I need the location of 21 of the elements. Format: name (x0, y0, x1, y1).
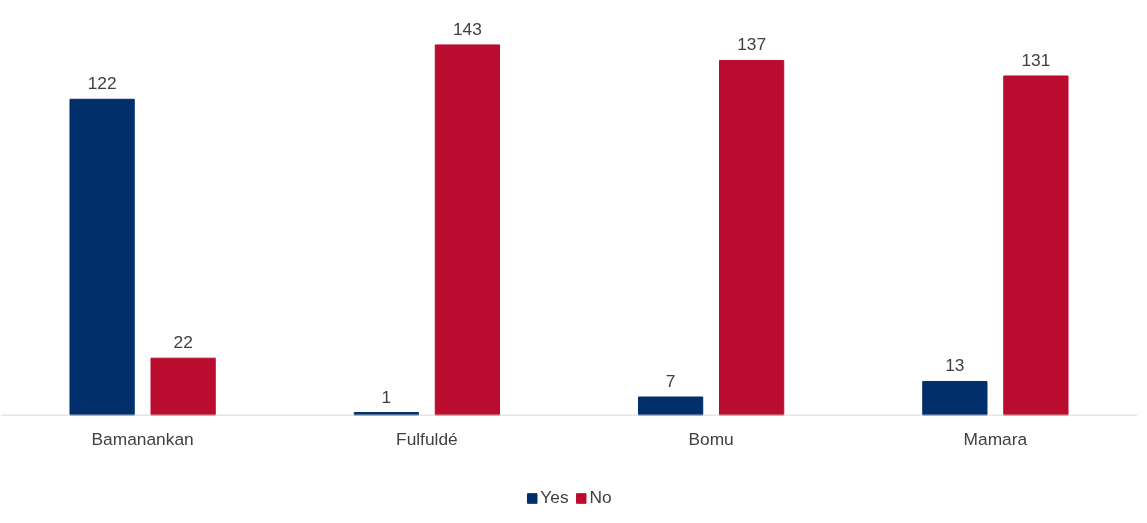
data-label: 137 (737, 34, 767, 55)
bar (150, 357, 216, 416)
data-label: 122 (87, 73, 117, 94)
x-tick-label: Fulfuldé (396, 429, 458, 450)
data-label: 22 (173, 332, 193, 353)
bar (638, 396, 704, 416)
legend-label: No (589, 487, 612, 508)
data-label: 131 (1021, 49, 1051, 70)
x-tick-label: Bamanankan (91, 429, 194, 450)
x-tick-label: Mamara (963, 429, 1028, 450)
x-tick-label: Bomu (688, 429, 734, 450)
bar (434, 44, 500, 416)
bar (1003, 75, 1069, 416)
data-label: 1 (381, 386, 392, 407)
legend-label: Yes (540, 487, 569, 508)
data-label: 143 (452, 18, 482, 39)
data-label: 13 (945, 355, 965, 376)
bar (922, 380, 988, 416)
bar (719, 59, 785, 416)
data-label: 7 (665, 371, 676, 392)
bar (69, 98, 135, 416)
